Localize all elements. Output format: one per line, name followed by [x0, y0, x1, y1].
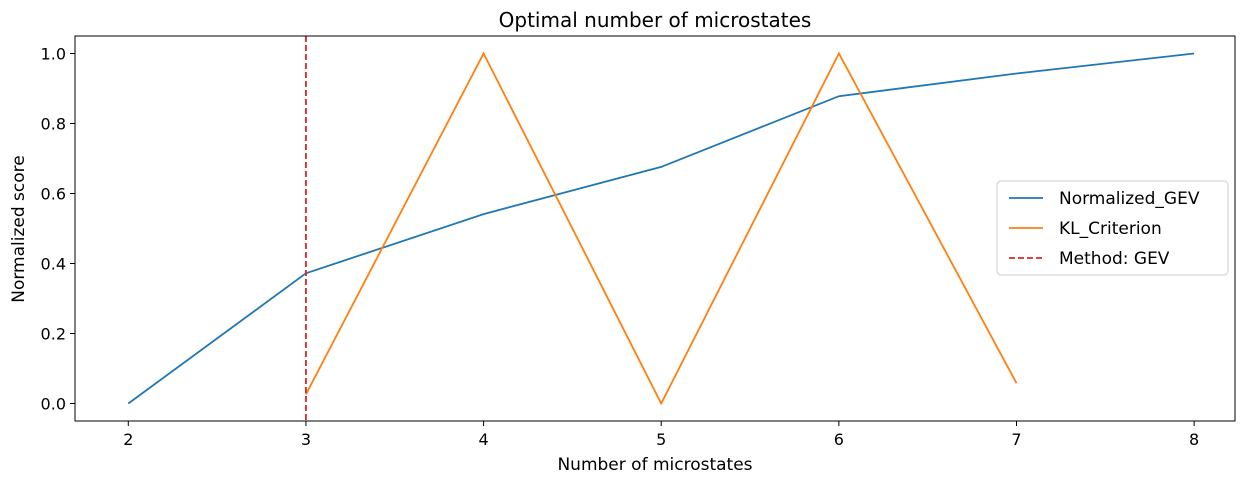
y-tick-label: 0.0	[41, 395, 66, 414]
plot-area: 2 3 4 5 6 7 8 0.0 0.2 0.4 0.6 0.8 1.0	[41, 35, 1236, 449]
legend-label: Normalized_GEV	[1059, 189, 1200, 209]
x-tick-label: 8	[1189, 430, 1199, 449]
x-tick-label: 5	[656, 430, 666, 449]
x-tick-label: 2	[123, 430, 133, 449]
x-tick-label: 4	[478, 430, 488, 449]
legend-label: KL_Criterion	[1059, 219, 1162, 239]
y-tick-label: 0.2	[41, 325, 66, 344]
axes-frame	[74, 35, 1236, 422]
x-tick-label: 7	[1011, 430, 1021, 449]
y-tick-label: 1.0	[41, 45, 66, 64]
x-tick-label: 3	[301, 430, 311, 449]
y-tick-label: 0.4	[41, 255, 66, 274]
y-tick-label: 0.8	[41, 115, 66, 134]
legend-box	[996, 180, 1229, 276]
series-line-kl-criterion	[305, 51, 1018, 406]
x-axis-label: Number of microstates	[557, 455, 752, 475]
y-axis-label: Normalized score	[9, 155, 29, 303]
legend: Normalized_GEV KL_Criterion Method: GEV	[996, 180, 1229, 276]
chart-title: Optimal number of microstates	[499, 8, 812, 32]
x-tick-label: 6	[834, 430, 844, 449]
legend-label: Method: GEV	[1059, 249, 1170, 269]
y-tick-label: 0.6	[41, 185, 66, 204]
